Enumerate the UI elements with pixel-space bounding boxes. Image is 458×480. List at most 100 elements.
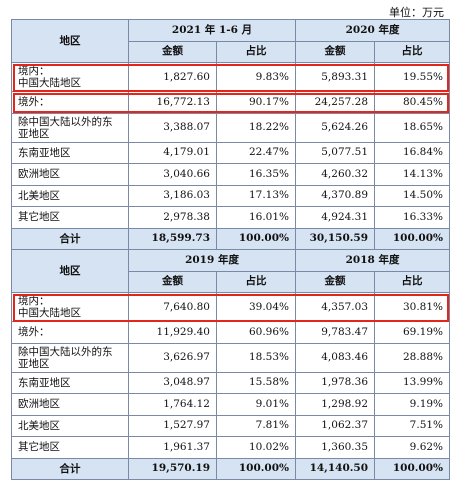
table-row: 境内： 中国大陆地区 7,640.80 39.04% 4,357.03 30.81% xyxy=(11,292,451,322)
region-cell: 其它地区 xyxy=(11,206,129,229)
share-header: 占比 xyxy=(215,270,297,293)
share-cell: 18.22% xyxy=(215,112,297,143)
share-cell: 30.81% xyxy=(374,292,451,322)
share-cell: 15.58% xyxy=(215,371,297,394)
table-row: 其它地区 1,961.37 10.02% 1,360.35 9.62% xyxy=(11,436,451,459)
region-cell: 境外： xyxy=(11,91,129,114)
share-cell: 7.81% xyxy=(215,414,297,437)
amount-cell: 1,062.37 xyxy=(295,414,376,437)
table-row: 境外： 11,929.40 60.96% 9,783.47 69.19% xyxy=(11,321,451,344)
share-cell: 9.83% xyxy=(215,62,297,92)
table-row: 欧洲地区 3,040.66 16.35% 4,260.32 14.13% xyxy=(11,163,451,186)
region-cell: 境外： xyxy=(11,321,129,344)
table-1-body: 地区 2021 年 1-6 月 2020 年度 金额 占比 金额 占比 境内： 中国大陆地区 1,… xyxy=(11,19,451,250)
table-row: 境外： 16,772.13 90.17% 24,257.28 80.45% xyxy=(11,91,451,114)
region-cell: 北美地区 xyxy=(11,184,129,207)
total-label: 合计 xyxy=(11,227,129,250)
share-cell: 9.01% xyxy=(215,393,297,416)
region-cell: 境内： 中国大陆地区 xyxy=(11,62,129,92)
amount-cell: 1,764.12 xyxy=(128,393,217,416)
amount-cell: 4,083.46 xyxy=(295,342,376,373)
share-cell: 18.65% xyxy=(374,112,451,143)
amount-cell: 9,783.47 xyxy=(295,321,376,344)
amount-cell: 3,048.97 xyxy=(128,371,217,394)
share-cell: 16.33% xyxy=(374,206,451,229)
table-row: 除中国大陆以外的东亚地区 3,626.97 18.53% 4,083.46 28.88% xyxy=(11,342,451,373)
region-cell: 欧洲地区 xyxy=(11,393,129,416)
total-share-cell: 100.00% xyxy=(215,227,297,250)
share-cell: 28.88% xyxy=(374,342,451,373)
region-cell: 境内： 中国大陆地区 xyxy=(11,292,129,322)
amount-cell: 4,924.31 xyxy=(295,206,376,229)
table-row: 东南亚地区 3,048.97 15.58% 1,978.36 13.99% xyxy=(11,371,451,394)
share-cell: 9.62% xyxy=(374,436,451,459)
total-share-cell: 100.00% xyxy=(374,457,451,480)
table-row: 境内： 中国大陆地区 1,827.60 9.83% 5,893.31 19.55% xyxy=(11,62,451,92)
region-cell: 除中国大陆以外的东亚地区 xyxy=(11,342,129,373)
region-cell: 除中国大陆以外的东亚地区 xyxy=(11,112,129,143)
share-header: 占比 xyxy=(374,40,451,63)
amount-cell: 7,640.80 xyxy=(128,292,217,322)
total-amount-cell: 30,150.59 xyxy=(295,227,376,250)
amount-cell: 1,360.35 xyxy=(295,436,376,459)
region-column-header: 地区 xyxy=(11,249,129,293)
total-amount-cell: 14,140.50 xyxy=(295,457,376,480)
share-cell: 80.45% xyxy=(374,91,451,114)
share-header: 占比 xyxy=(215,40,297,63)
header-row-periods: 地区 2019 年度 2018 年度 xyxy=(11,249,451,293)
share-header: 占比 xyxy=(374,270,451,293)
table-row: 北美地区 1,527.97 7.81% 1,062.37 7.51% xyxy=(11,414,451,437)
amount-cell: 4,179.01 xyxy=(128,141,217,164)
total-share-cell: 100.00% xyxy=(215,457,297,480)
share-cell: 14.50% xyxy=(374,184,451,207)
amount-cell: 16,772.13 xyxy=(128,91,217,114)
sales-by-region-tables: 地区 2021 年 1-6 月 2020 年度 金额 占比 金额 占比 境内： 中国大陆地区 1,… xyxy=(11,19,451,480)
amount-cell: 4,260.32 xyxy=(295,163,376,186)
amount-header: 金额 xyxy=(295,270,376,293)
total-row: 合计 18,599.73 100.00% 30,150.59 100.00% xyxy=(11,227,451,250)
amount-cell: 1,827.60 xyxy=(128,62,217,92)
period-header: 2019 年度 xyxy=(127,249,297,272)
total-amount-cell: 18,599.73 xyxy=(128,227,217,250)
amount-cell: 3,186.03 xyxy=(128,184,217,207)
amount-cell: 11,929.40 xyxy=(128,321,217,344)
amount-cell: 2,978.38 xyxy=(128,206,217,229)
share-cell: 19.55% xyxy=(374,62,451,92)
region-column-header: 地区 xyxy=(11,19,129,63)
share-cell: 9.19% xyxy=(374,393,451,416)
region-cell: 北美地区 xyxy=(11,414,129,437)
amount-cell: 1,298.92 xyxy=(295,393,376,416)
share-cell: 16.01% xyxy=(215,206,297,229)
amount-header: 金额 xyxy=(295,40,376,63)
share-cell: 22.47% xyxy=(215,141,297,164)
table-row: 其它地区 2,978.38 16.01% 4,924.31 16.33% xyxy=(11,206,451,229)
header-row-periods: 地区 2021 年 1-6 月 2020 年度 xyxy=(11,19,451,63)
total-row: 合计 19,570.19 100.00% 14,140.50 100.00% xyxy=(11,457,451,480)
region-cell: 东南亚地区 xyxy=(11,141,129,164)
amount-cell: 1,961.37 xyxy=(128,436,217,459)
table-row: 东南亚地区 4,179.01 22.47% 5,077.51 16.84% xyxy=(11,141,451,164)
amount-cell: 4,357.03 xyxy=(295,292,376,322)
amount-cell: 3,388.07 xyxy=(128,112,217,143)
share-cell: 10.02% xyxy=(215,436,297,459)
amount-cell: 3,626.97 xyxy=(128,342,217,373)
share-cell: 13.99% xyxy=(374,371,451,394)
share-cell: 16.35% xyxy=(215,163,297,186)
period-header: 2018 年度 xyxy=(295,249,451,272)
region-cell: 欧洲地区 xyxy=(11,163,129,186)
share-cell: 18.53% xyxy=(215,342,297,373)
share-cell: 17.13% xyxy=(215,184,297,207)
amount-cell: 5,893.31 xyxy=(295,62,376,92)
amount-cell: 1,527.97 xyxy=(128,414,217,437)
share-cell: 39.04% xyxy=(215,292,297,322)
amount-header: 金额 xyxy=(128,270,217,293)
share-cell: 16.84% xyxy=(374,141,451,164)
table-2-body: 地区 2019 年度 2018 年度 金额 占比 金额 占比 境内： 中国大陆地区 7,640.8… xyxy=(11,249,451,480)
share-cell: 14.13% xyxy=(374,163,451,186)
unit-label: 单位：万元 xyxy=(389,6,444,19)
period-header: 2020 年度 xyxy=(295,19,451,42)
amount-cell: 4,370.89 xyxy=(295,184,376,207)
share-cell: 60.96% xyxy=(215,321,297,344)
amount-cell: 3,040.66 xyxy=(128,163,217,186)
share-cell: 90.17% xyxy=(215,91,297,114)
